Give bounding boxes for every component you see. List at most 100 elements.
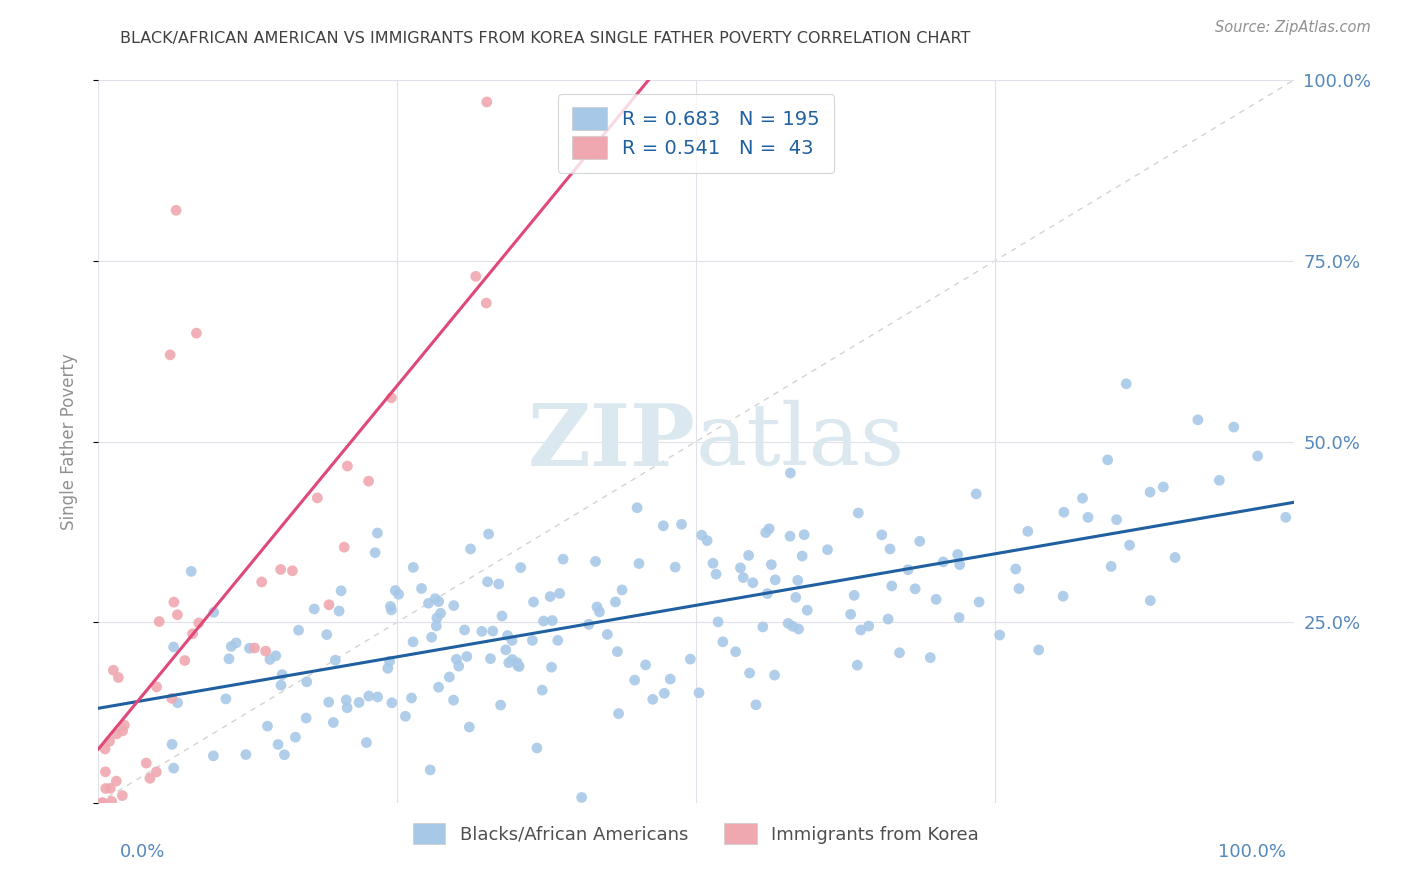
Point <box>588 605 610 619</box>
Point <box>148 615 170 629</box>
Point <box>271 667 294 681</box>
Point <box>443 693 465 707</box>
Point <box>94 742 117 756</box>
Point <box>357 689 380 703</box>
Point <box>585 554 607 568</box>
Point <box>711 635 734 649</box>
Point <box>634 657 657 672</box>
Point <box>427 594 450 608</box>
Point <box>419 763 441 777</box>
Point <box>186 326 208 340</box>
Point <box>796 603 818 617</box>
Point <box>475 95 498 109</box>
Point <box>787 622 810 636</box>
Point <box>378 654 401 668</box>
Point <box>98 734 121 748</box>
Point <box>304 602 326 616</box>
Point <box>626 500 648 515</box>
Point <box>786 574 808 588</box>
Point <box>696 533 718 548</box>
Point <box>778 616 800 631</box>
Point <box>779 529 801 543</box>
Point <box>307 491 329 505</box>
Point <box>98 781 122 796</box>
Point <box>897 563 920 577</box>
Point <box>427 680 450 694</box>
Point <box>1187 413 1209 427</box>
Point <box>284 730 307 744</box>
Point <box>464 269 486 284</box>
Point <box>967 595 990 609</box>
Point <box>1164 550 1187 565</box>
Point <box>202 748 225 763</box>
Point <box>447 659 470 673</box>
Point <box>779 466 801 480</box>
Point <box>488 577 510 591</box>
Point <box>571 790 593 805</box>
Point <box>139 772 162 786</box>
Point <box>1208 473 1230 487</box>
Point <box>90 796 112 810</box>
Point <box>145 680 167 694</box>
Point <box>704 567 727 582</box>
Point <box>659 672 682 686</box>
Point <box>328 604 350 618</box>
Point <box>160 737 183 751</box>
Point <box>607 706 630 721</box>
Point <box>377 661 399 675</box>
Point <box>506 658 529 673</box>
Point <box>758 522 780 536</box>
Point <box>948 610 970 624</box>
Point <box>745 698 768 712</box>
Point <box>256 719 278 733</box>
Point <box>526 741 548 756</box>
Point <box>1053 505 1076 519</box>
Point <box>1008 582 1031 596</box>
Point <box>481 624 503 638</box>
Point <box>145 764 167 779</box>
Point <box>411 582 433 596</box>
Point <box>330 583 353 598</box>
Text: BLACK/AFRICAN AMERICAN VS IMMIGRANTS FROM KOREA SINGLE FATHER POVERTY CORRELATIO: BLACK/AFRICAN AMERICAN VS IMMIGRANTS FRO… <box>120 31 970 46</box>
Point <box>202 606 225 620</box>
Point <box>1139 593 1161 607</box>
Point <box>763 668 786 682</box>
Point <box>501 652 523 666</box>
Point <box>498 656 520 670</box>
Point <box>357 474 380 488</box>
Point <box>315 627 337 641</box>
Point <box>679 652 702 666</box>
Point <box>479 651 502 665</box>
Point <box>792 549 814 563</box>
Point <box>1071 491 1094 506</box>
Point <box>336 458 359 473</box>
Point <box>724 645 747 659</box>
Point <box>846 658 869 673</box>
Point <box>508 659 530 673</box>
Point <box>858 619 880 633</box>
Point <box>904 582 927 596</box>
Point <box>162 640 184 654</box>
Point <box>548 586 571 600</box>
Point <box>287 623 309 637</box>
Point <box>221 640 243 654</box>
Point <box>652 518 675 533</box>
Point <box>318 598 340 612</box>
Point <box>384 583 406 598</box>
Point <box>180 565 202 579</box>
Point <box>264 648 287 663</box>
Point <box>425 591 447 606</box>
Point <box>688 686 710 700</box>
Point <box>844 588 866 602</box>
Point <box>181 626 204 640</box>
Point <box>367 690 389 704</box>
Point <box>259 652 281 666</box>
Point <box>641 692 664 706</box>
Point <box>707 615 730 629</box>
Point <box>458 720 481 734</box>
Point <box>932 555 955 569</box>
Point <box>586 599 609 614</box>
Point <box>752 620 775 634</box>
Point <box>235 747 257 762</box>
Point <box>522 595 544 609</box>
